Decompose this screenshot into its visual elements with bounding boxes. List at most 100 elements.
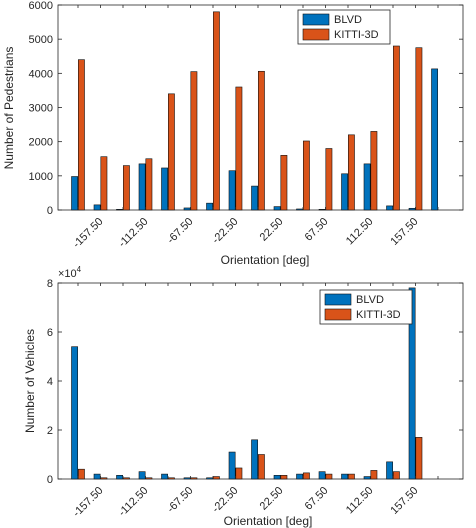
chart1-xtick-label-1: -112.50: [116, 485, 150, 519]
chart1-bar-blvd-10: [296, 473, 303, 480]
chart1-ytick-exponent: ×104: [58, 265, 82, 280]
chart1-bar-kitti-3d-3: [145, 477, 153, 480]
chart0-bar-blvd-16: [431, 68, 438, 211]
chart1-bar-blvd-15: [408, 287, 416, 480]
chart0-bar-kitti-3d-7: [235, 86, 243, 211]
chart1-bar-blvd-7: [228, 451, 236, 480]
chart1-bar-kitti-3d-5: [190, 477, 198, 480]
chart0-ylabel: Number of Pedestrians: [2, 47, 16, 170]
chart0-xtick-label-5: 67.50: [303, 216, 331, 244]
chart1-xtick-label-3: -22.50: [210, 485, 241, 516]
chart0-bar-kitti-3d-10: [302, 140, 310, 211]
chart0-xtick-label-0: -157.50: [71, 216, 106, 251]
chart1-bar-kitti-3d-10: [302, 472, 310, 480]
chart1-legend-label-0: BLVD: [356, 294, 384, 306]
chart0-bar-blvd-11: [318, 209, 326, 211]
chart1-bar-kitti-3d-0: [78, 468, 85, 480]
chart0-ytick-label-6: 6000: [29, 0, 53, 12]
chart1-bar-kitti-3d-12: [347, 473, 355, 480]
chart0-ytick-label-5: 5000: [29, 34, 53, 46]
chart1-bar-blvd-3: [138, 471, 146, 480]
chart1-ytick-label-3: 6: [47, 327, 53, 339]
chart1-bar-blvd-6: [206, 477, 213, 480]
chart0-bar-kitti-3d-4: [168, 93, 175, 211]
chart0-bar-blvd-0: [71, 176, 78, 211]
chart1-bar-blvd-13: [363, 476, 371, 480]
chart0-bar-blvd-9: [273, 206, 281, 211]
pedestrian-orientation-chart: Number of Pedestrians Orientation [deg] …: [2, 0, 464, 267]
vehicle-orientation-chart: ×104 Number of Vehicles Orientation [deg…: [23, 265, 464, 528]
chart0-legend-swatch-0: [302, 13, 330, 26]
chart1-ytick-label-2: 4: [47, 376, 53, 388]
chart0-bar-kitti-3d-12: [347, 134, 355, 211]
chart1-bar-kitti-3d-7: [235, 467, 243, 480]
chart0-legend-label-0: BLVD: [334, 14, 362, 26]
chart1-xtick-label-7: 157.50: [388, 485, 420, 517]
chart0-bar-blvd-2: [116, 209, 123, 211]
chart0-bar-kitti-3d-0: [78, 59, 85, 211]
chart1-bar-kitti-3d-8: [257, 454, 265, 480]
chart1-bar-kitti-3d-6: [213, 476, 220, 480]
chart0-xtick-label-1: -112.50: [116, 216, 150, 250]
chart0-ytick-label-0: 0: [47, 205, 53, 217]
chart1-bar-kitti-3d-1: [100, 477, 108, 480]
chart0-xtick-label-6: 112.50: [344, 216, 376, 248]
chart0-xlabel: Orientation [deg]: [221, 253, 310, 267]
chart0-bar-kitti-3d-8: [257, 70, 265, 211]
chart1-ytick-label-4: 8: [47, 278, 53, 290]
chart0-bar-blvd-8: [251, 185, 258, 211]
chart0-bar-blvd-13: [363, 163, 371, 211]
chart0-legend-label-1: KITTI-3D: [334, 29, 379, 41]
chart0-bar-kitti-3d-2: [123, 165, 130, 211]
chart0-bar-blvd-15: [408, 207, 416, 211]
chart1-bar-kitti-3d-2: [123, 477, 130, 480]
chart1-bar-kitti-3d-15: [415, 437, 423, 480]
chart0-bar-kitti-3d-15: [415, 47, 423, 211]
chart1-legend-swatch-0: [324, 293, 352, 306]
chart0-bar-blvd-14: [386, 205, 393, 211]
chart1-bar-blvd-8: [251, 439, 258, 480]
chart0-bar-kitti-3d-14: [392, 45, 400, 211]
chart0-xtick-label-3: -22.50: [210, 216, 241, 247]
chart0-xtick-label-4: 22.50: [258, 216, 286, 244]
chart0-bar-blvd-4: [161, 167, 168, 211]
chart0-ytick-label-1: 1000: [29, 171, 53, 183]
chart0-bar-blvd-3: [138, 163, 146, 211]
chart0-bar-kitti-3d-13: [370, 131, 378, 211]
chart0-bar-blvd-12: [341, 173, 348, 211]
chart1-bar-blvd-14: [386, 461, 393, 480]
chart0-bar-blvd-6: [206, 202, 213, 211]
chart0-bar-kitti-3d-9: [280, 155, 288, 211]
chart0-bar-kitti-3d-1: [100, 156, 108, 211]
chart1-xlabel: Orientation [deg]: [224, 514, 313, 528]
chart1-xtick-label-5: 67.50: [303, 485, 331, 513]
chart1-bar-blvd-5: [183, 477, 191, 480]
chart1-bar-kitti-3d-4: [168, 477, 175, 480]
chart0-bar-blvd-7: [228, 170, 236, 211]
chart0-legend-swatch-1: [302, 28, 330, 41]
chart1-xtick-label-2: -67.50: [165, 485, 196, 516]
chart1-legend-swatch-1: [324, 308, 352, 321]
chart0-xtick-label-7: 157.50: [388, 216, 420, 248]
chart0-bar-blvd-10: [296, 208, 303, 211]
chart0-ytick-label-2: 2000: [29, 137, 53, 149]
chart1-bar-kitti-3d-14: [392, 471, 400, 480]
chart1-bar-blvd-12: [341, 473, 348, 480]
chart0-bar-kitti-3d-5: [190, 71, 198, 211]
chart1-bar-blvd-0: [71, 346, 78, 480]
chart1-bar-blvd-9: [273, 475, 281, 480]
chart1-ytick-label-1: 2: [47, 425, 53, 437]
chart0-bar-blvd-5: [183, 207, 191, 211]
chart1-xtick-label-4: 22.50: [258, 485, 286, 513]
chart1-bar-kitti-3d-11: [325, 473, 333, 480]
chart0-xtick-label-2: -67.50: [165, 216, 196, 247]
chart1-bar-kitti-3d-13: [370, 470, 378, 480]
chart0-bar-kitti-3d-6: [213, 11, 220, 211]
chart1-xtick-label-6: 112.50: [344, 485, 376, 517]
chart1-bar-blvd-2: [116, 475, 123, 480]
chart1-bar-blvd-4: [161, 473, 168, 480]
chart0-bar-kitti-3d-3: [145, 158, 153, 211]
chart1-bar-blvd-11: [318, 471, 326, 480]
chart1-legend-label-1: KITTI-3D: [356, 309, 401, 321]
